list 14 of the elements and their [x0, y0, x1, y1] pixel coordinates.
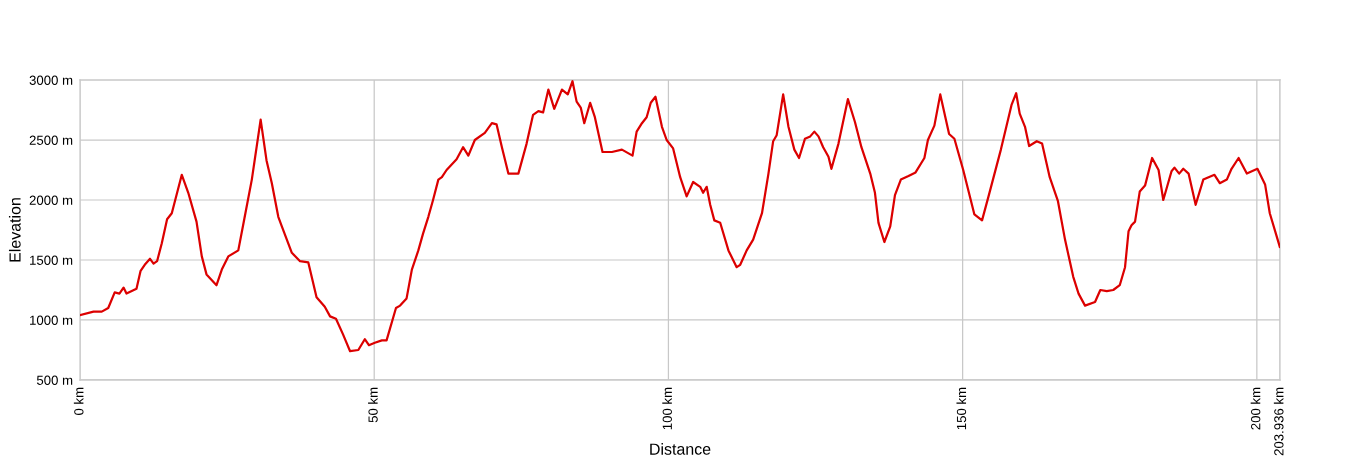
x-axis-title: Distance	[650, 443, 711, 455]
x-tick-label: 200 km	[1250, 387, 1261, 430]
x-tick-label: 50 km	[368, 387, 378, 423]
y-tick-label: 1000 m	[30, 315, 73, 325]
x-tick-label: 150 km	[956, 387, 967, 430]
y-tick-label: 500 m	[36, 375, 73, 385]
y-axis-title: Elevation	[8, 198, 21, 262]
y-tick-label: 2500 m	[29, 135, 73, 145]
x-tick-label: 0 km	[73, 387, 84, 416]
y-tick-label: 3000 m	[29, 75, 73, 85]
y-tick-label: 1500 m	[30, 255, 73, 265]
x-tick-label: 203.936 km	[1273, 387, 1284, 456]
y-tick-label: 2000 m	[29, 195, 73, 205]
x-tick-label: 100 km	[662, 387, 672, 430]
